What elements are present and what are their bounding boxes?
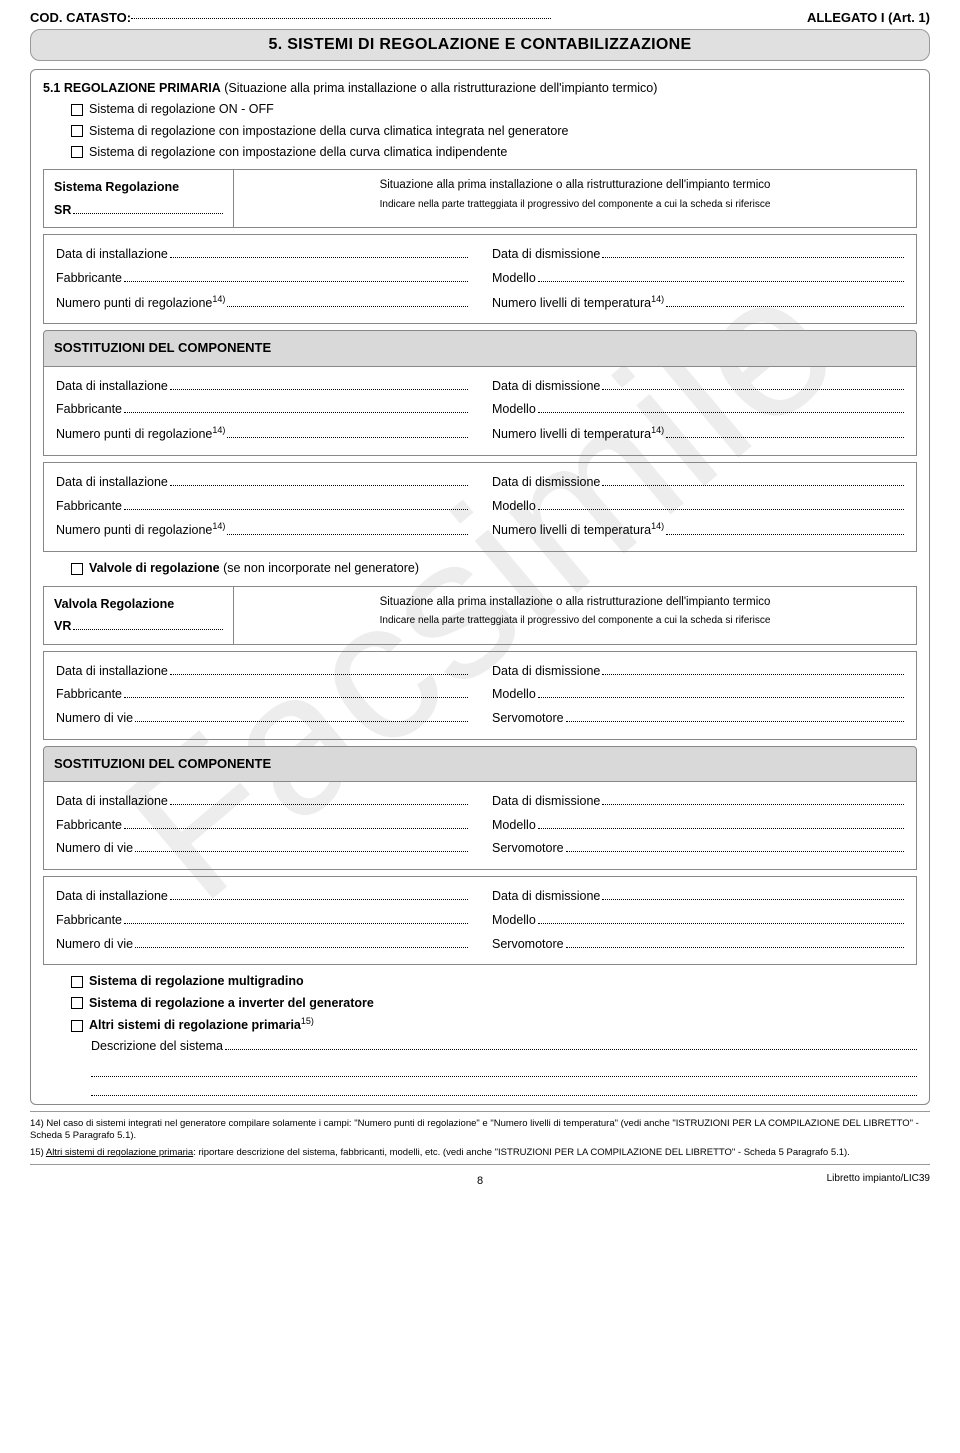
vr-fill[interactable] bbox=[73, 619, 223, 630]
vr-block-1: Data di installazione Fabbricante Numero… bbox=[43, 651, 917, 740]
opt-curva-indip: Sistema di regolazione con impostazione … bbox=[89, 145, 507, 159]
md1: Modello bbox=[492, 267, 536, 291]
sr-note1: Situazione alla prima installazione o al… bbox=[244, 176, 906, 196]
sr-fill[interactable] bbox=[73, 203, 223, 214]
section-5-1: 5.1 REGOLAZIONE PRIMARIA (Situazione all… bbox=[30, 69, 930, 1105]
sr-note2: Indicare nella parte tratteggiata il pro… bbox=[244, 196, 906, 213]
sr-code: SR bbox=[54, 199, 71, 222]
vr-code: VR bbox=[54, 615, 71, 638]
valvole-rest: (se non incorporate nel generatore) bbox=[220, 561, 419, 575]
title-bar: 5. SISTEMI DI REGOLAZIONE E CONTABILIZZA… bbox=[30, 29, 930, 61]
dd1: Data di dismissione bbox=[492, 243, 600, 267]
vr-block-2: Data di installazione Fabbricante Numero… bbox=[43, 782, 917, 870]
vr-box: Valvola Regolazione VR Situazione alla p… bbox=[43, 586, 917, 645]
valvole-label: Valvole di regolazione bbox=[89, 561, 220, 575]
sost-header-1: SOSTITUZIONI DEL COMPONENTE bbox=[43, 330, 917, 366]
allegato-label: ALLEGATO I (Art. 1) bbox=[807, 10, 930, 25]
s51-heading-rest: (Situazione alla prima installazione o a… bbox=[221, 81, 658, 95]
desc-line-3[interactable] bbox=[91, 1081, 917, 1096]
sr-block-2: Data di installazione Fabbricante Numero… bbox=[43, 367, 917, 456]
sost-header-2: SOSTITUZIONI DEL COMPONENTE bbox=[43, 746, 917, 782]
chk-altri[interactable] bbox=[71, 1020, 83, 1032]
footnote-15: 15) Altri sistemi di regolazione primari… bbox=[30, 1147, 930, 1160]
sr-block-3: Data di installazione Fabbricante Numero… bbox=[43, 462, 917, 552]
opt-curva-integrata: Sistema di regolazione con impostazione … bbox=[89, 124, 568, 138]
np1: Numero punti di regolazione bbox=[56, 296, 212, 310]
cod-catasto-label: COD. CATASTO: bbox=[30, 10, 131, 25]
chk-multigradino[interactable] bbox=[71, 976, 83, 988]
footnote-14: 14) Nel caso di sistemi integrati nel ge… bbox=[30, 1118, 930, 1144]
nl1: Numero livelli di temperatura bbox=[492, 296, 651, 310]
cod-catasto-fill[interactable] bbox=[131, 18, 551, 19]
opt-altri: Altri sistemi di regolazione primaria bbox=[89, 1018, 301, 1032]
header-row: COD. CATASTO: ALLEGATO I (Art. 1) bbox=[30, 10, 930, 25]
desc-line-2[interactable] bbox=[91, 1062, 917, 1077]
sr-box: Sistema Regolazione SR Situazione alla p… bbox=[43, 169, 917, 228]
vr-block-3: Data di installazione Fabbricante Numero… bbox=[43, 876, 917, 965]
opt-multigradino: Sistema di regolazione multigradino bbox=[89, 974, 304, 988]
desc-sistema-label: Descrizione del sistema bbox=[91, 1036, 223, 1057]
s51-heading: 5.1 REGOLAZIONE PRIMARIA bbox=[43, 81, 221, 95]
chk-valvole[interactable] bbox=[71, 563, 83, 575]
chk-curva-integrata[interactable] bbox=[71, 125, 83, 137]
vr-label: Valvola Regolazione bbox=[54, 593, 223, 616]
chk-curva-indip[interactable] bbox=[71, 146, 83, 158]
sr-label: Sistema Regolazione bbox=[54, 176, 223, 199]
fb1: Fabbricante bbox=[56, 267, 122, 291]
opt-onoff: Sistema di regolazione ON - OFF bbox=[89, 102, 274, 116]
opt-inverter: Sistema di regolazione a inverter del ge… bbox=[89, 996, 374, 1010]
chk-onoff[interactable] bbox=[71, 104, 83, 116]
di1: Data di installazione bbox=[56, 243, 168, 267]
chk-inverter[interactable] bbox=[71, 997, 83, 1009]
sr-block-1: Data di installazione Fabbricante Numero… bbox=[43, 234, 917, 324]
footnotes: 14) Nel caso di sistemi integrati nel ge… bbox=[30, 1118, 930, 1160]
